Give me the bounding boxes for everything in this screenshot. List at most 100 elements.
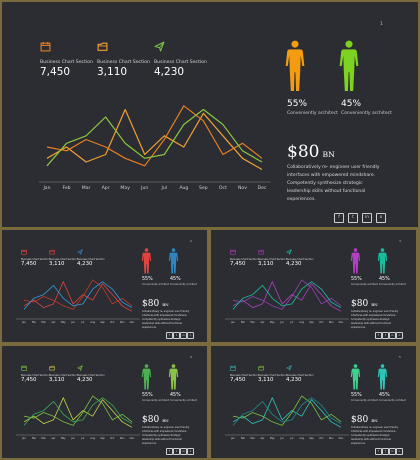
linkedin-icon[interactable]: in bbox=[389, 332, 396, 339]
person-figure-icon bbox=[141, 248, 152, 274]
instagram-icon[interactable]: o bbox=[396, 448, 403, 455]
folder-icon bbox=[49, 365, 55, 371]
folder-icon bbox=[49, 249, 55, 255]
price-suffix: BN bbox=[162, 418, 169, 423]
line-chart bbox=[225, 395, 349, 436]
series-line-2 bbox=[232, 395, 342, 426]
x-tick-label: Aug bbox=[90, 437, 96, 440]
x-tick-label: Jan bbox=[22, 321, 26, 324]
person-figure-icon bbox=[339, 40, 359, 91]
stat-label: Business Chart Section bbox=[258, 374, 286, 377]
calendar-icon bbox=[230, 365, 236, 371]
paper-plane-icon bbox=[154, 41, 165, 52]
facebook-icon[interactable]: f bbox=[166, 448, 173, 455]
x-tick-label: Nov bbox=[328, 437, 334, 440]
series-line-1 bbox=[46, 108, 263, 171]
twitter-icon[interactable]: t bbox=[382, 448, 389, 455]
calendar-icon bbox=[21, 249, 27, 255]
x-tick-label: Dec bbox=[338, 437, 344, 440]
series-line-3 bbox=[23, 281, 133, 310]
slide-thumbnail-4[interactable]: 4 Business Chart Section 7,450 Business Cha… bbox=[2, 346, 207, 458]
x-tick-label: Jul bbox=[81, 437, 85, 440]
instagram-icon[interactable]: o bbox=[396, 332, 403, 339]
x-tick-label: Jun bbox=[280, 321, 284, 324]
x-tick-label: Oct bbox=[110, 321, 115, 324]
x-tick-label: May bbox=[120, 186, 130, 191]
series-line-2 bbox=[46, 105, 263, 167]
series-line-3 bbox=[232, 397, 342, 426]
slide-thumbnail-2[interactable]: 2 Business Chart Section 7,450 Business Cha… bbox=[2, 230, 207, 342]
stat-label: Business Chart Section bbox=[258, 258, 286, 261]
stat-value: 3,110 bbox=[258, 377, 274, 383]
x-tick-label: Dec bbox=[257, 186, 267, 191]
price-value: $80 bbox=[142, 299, 160, 309]
instagram-icon[interactable]: o bbox=[187, 448, 194, 455]
stat-label: Business Chart Section bbox=[49, 374, 77, 377]
x-tick-label: Apr bbox=[101, 186, 110, 191]
twitter-icon[interactable]: t bbox=[173, 448, 180, 455]
main-slide[interactable]: 1 Business Chart Section 7,450 Business Cha… bbox=[2, 2, 418, 227]
series-line-3 bbox=[232, 281, 342, 310]
x-tick-label: Oct bbox=[319, 437, 324, 440]
price-suffix: BN bbox=[371, 418, 378, 423]
facebook-icon[interactable]: f bbox=[334, 213, 344, 223]
slide-thumbnail-3[interactable]: 3 Business Chart Section 7,450 Business Cha… bbox=[211, 230, 416, 342]
slide-thumbnail-5[interactable]: 5 Business Chart Section 7,450 Business Cha… bbox=[211, 346, 416, 458]
x-tick-label: May bbox=[269, 437, 275, 440]
series-line-1 bbox=[232, 281, 342, 312]
price-headline: $80 BN bbox=[351, 415, 378, 425]
series-line-1 bbox=[23, 397, 133, 428]
stat-value: 7,450 bbox=[21, 377, 37, 383]
stat-value: 7,450 bbox=[230, 377, 246, 383]
linkedin-icon[interactable]: in bbox=[180, 332, 187, 339]
facebook-icon[interactable]: f bbox=[166, 332, 173, 339]
instagram-icon[interactable]: o bbox=[187, 332, 194, 339]
twitter-icon[interactable]: t bbox=[348, 213, 358, 223]
folder-icon bbox=[258, 249, 264, 255]
facebook-icon[interactable]: f bbox=[375, 332, 382, 339]
figure-caption: Conveniently architect bbox=[379, 283, 407, 286]
stat-value: 3,110 bbox=[97, 66, 128, 78]
facebook-icon[interactable]: f bbox=[375, 448, 382, 455]
x-tick-label: Jul bbox=[81, 321, 85, 324]
page-number: 3 bbox=[399, 239, 401, 243]
calendar-icon bbox=[21, 365, 27, 371]
figure-percent: 45% bbox=[379, 277, 390, 282]
figure-caption: Conveniently architect bbox=[170, 399, 198, 402]
stat-value: 4,230 bbox=[286, 261, 302, 267]
line-chart bbox=[16, 279, 140, 320]
paper-plane-icon bbox=[286, 365, 292, 371]
linkedin-icon[interactable]: in bbox=[389, 448, 396, 455]
series-line-2 bbox=[232, 279, 342, 310]
price-value: $80 bbox=[351, 299, 369, 309]
linkedin-icon[interactable]: in bbox=[180, 448, 187, 455]
twitter-icon[interactable]: t bbox=[382, 332, 389, 339]
description-paragraph: Collaboratively re- engineer user friend… bbox=[287, 165, 380, 202]
price-value: $80 bbox=[142, 415, 160, 425]
figure-caption: Conveniently architect bbox=[142, 399, 170, 402]
x-tick-label: Jan bbox=[43, 186, 51, 191]
x-tick-label: May bbox=[60, 321, 66, 324]
linkedin-icon[interactable]: in bbox=[362, 213, 372, 223]
x-tick-label: Dec bbox=[129, 321, 135, 324]
person-figure-icon bbox=[350, 364, 361, 390]
person-figure-icon bbox=[168, 248, 179, 274]
twitter-icon[interactable]: t bbox=[173, 332, 180, 339]
x-tick-label: Sep bbox=[100, 437, 105, 440]
line-chart bbox=[225, 279, 349, 320]
instagram-icon[interactable]: o bbox=[376, 213, 386, 223]
description-paragraph: Collaboratively re- engineer user friend… bbox=[142, 310, 190, 330]
stat-label: Business Chart Section bbox=[21, 258, 49, 261]
x-tick-label: Nov bbox=[119, 321, 125, 324]
stat-label: Business Chart Section bbox=[230, 374, 258, 377]
price-headline: $80 BN bbox=[287, 142, 335, 162]
price-headline: $80 BN bbox=[142, 299, 169, 309]
x-tick-label: Jun bbox=[71, 437, 75, 440]
person-figure-icon bbox=[377, 364, 388, 390]
stat-value: 4,230 bbox=[77, 261, 93, 267]
x-tick-label: Apr bbox=[260, 321, 265, 324]
figure-percent: 45% bbox=[170, 393, 181, 398]
x-tick-label: Aug bbox=[179, 186, 189, 191]
x-tick-label: Feb bbox=[240, 321, 245, 324]
paper-plane-icon bbox=[286, 249, 292, 255]
